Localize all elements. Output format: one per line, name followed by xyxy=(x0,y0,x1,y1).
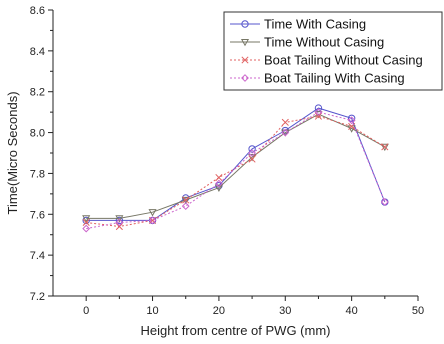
y-axis-label: Time(Micro Seconds) xyxy=(5,91,20,214)
y-axis-ticks: 7.2 7.4 7.6 7.8 8.0 8.2 8.4 8.6 xyxy=(30,5,53,303)
marker-stroke xyxy=(241,56,249,64)
data-point xyxy=(148,209,157,217)
data-point xyxy=(181,202,190,211)
data-point xyxy=(314,108,323,117)
data-point xyxy=(82,216,90,225)
legend-label: Boat Tailing Without Casing xyxy=(264,53,423,68)
data-point xyxy=(182,196,190,204)
data-point xyxy=(115,222,123,231)
marker-stroke xyxy=(281,118,289,126)
legend-item: Time With Casing xyxy=(230,17,366,32)
legend-box xyxy=(223,11,443,91)
legend-marker xyxy=(241,56,249,64)
marker-stroke xyxy=(348,122,356,130)
data-point xyxy=(248,155,256,163)
y-tick-label: 8.6 xyxy=(30,5,45,17)
x-tick-label: 0 xyxy=(83,305,89,317)
legend-item: Boat Tailing With Casing xyxy=(230,71,405,86)
x-tick-label: 10 xyxy=(146,305,158,317)
marker-stroke xyxy=(82,218,90,227)
x-axis-label: Height from centre of PWG (mm) xyxy=(141,323,331,338)
data-point xyxy=(215,173,223,182)
marker-stroke xyxy=(115,222,123,231)
legend-item: Time Without Casing xyxy=(230,35,384,50)
data-point xyxy=(82,224,91,233)
y-tick-label: 7.8 xyxy=(30,168,45,180)
data-point xyxy=(281,118,289,126)
series-line xyxy=(86,111,386,230)
x-tick-label: 30 xyxy=(279,305,291,317)
data-point xyxy=(248,145,256,153)
data-point xyxy=(347,116,356,125)
data-point xyxy=(381,198,389,206)
data-point xyxy=(148,216,157,225)
data-point xyxy=(82,218,90,227)
data-point xyxy=(115,216,124,225)
y-tick-label: 7.4 xyxy=(30,250,45,262)
series-3 xyxy=(82,112,389,231)
data-point xyxy=(314,112,323,120)
marker-stroke xyxy=(314,112,323,120)
legend-marker xyxy=(241,20,249,28)
legend: Time With Casing Time Without Casing Boat … xyxy=(223,11,443,91)
data-point xyxy=(82,215,91,223)
marker-stroke xyxy=(182,196,190,204)
data-point xyxy=(214,184,223,192)
legend-label: Time With Casing xyxy=(264,17,366,32)
series-layer xyxy=(82,104,389,233)
x-axis-ticks: 0 10 20 30 40 50 xyxy=(83,296,424,317)
data-point xyxy=(380,198,389,206)
data-point xyxy=(115,215,124,223)
series-line xyxy=(86,113,386,219)
legend-label: Boat Tailing With Casing xyxy=(264,71,405,86)
marker-stroke xyxy=(215,173,223,182)
x-tick-label: 20 xyxy=(213,305,225,317)
series-1 xyxy=(82,104,389,225)
y-tick-label: 8.4 xyxy=(30,46,45,58)
legend-marker xyxy=(241,74,249,82)
legend-marker xyxy=(240,38,250,47)
x-tick-label: 50 xyxy=(412,305,424,317)
data-point xyxy=(281,128,290,137)
data-point xyxy=(380,143,389,152)
y-tick-label: 7.2 xyxy=(30,291,45,303)
data-point xyxy=(215,179,223,188)
marker-stroke xyxy=(248,155,256,163)
series-line xyxy=(86,115,386,228)
data-point xyxy=(381,143,389,151)
x-tick-label: 40 xyxy=(346,305,358,317)
y-tick-label: 7.6 xyxy=(30,209,45,221)
marker-stroke xyxy=(381,143,389,151)
marker-stroke xyxy=(148,216,157,224)
data-point xyxy=(115,218,124,227)
data-point xyxy=(348,122,356,130)
y-tick-label: 8.0 xyxy=(30,128,45,140)
legend-item: Boat Tailing Without Casing xyxy=(230,53,423,68)
series-line xyxy=(86,107,386,221)
y-tick-label: 8.2 xyxy=(30,87,45,99)
data-point xyxy=(248,149,256,157)
data-point xyxy=(148,216,157,224)
series-4 xyxy=(82,108,389,233)
legend-label: Time Without Casing xyxy=(264,35,384,50)
data-point xyxy=(181,196,190,205)
